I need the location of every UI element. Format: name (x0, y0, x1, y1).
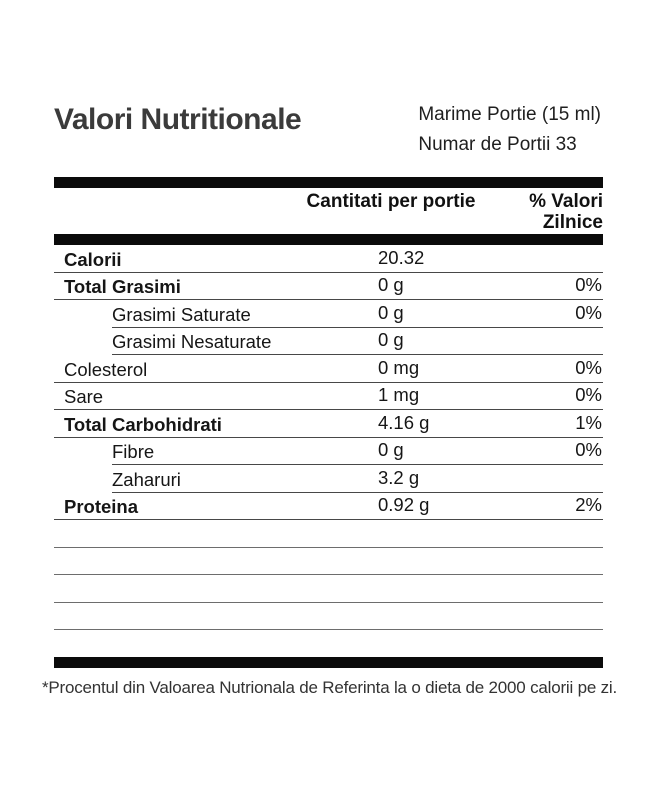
empty-row (54, 520, 603, 548)
nutrient-amount: 0 g (378, 439, 404, 460)
table-row: Zaharuri 3.2 g (112, 465, 603, 493)
nutrient-amount: 0 g (378, 301, 404, 323)
table-row: Calorii 20.32 (54, 245, 603, 273)
nutrient-rows: Calorii 20.32 Total Grasimi 0 g 0% Grasi… (54, 245, 603, 520)
nutrient-daily-value (518, 489, 603, 492)
table-row: Colesterol 0 mg 0% (54, 355, 603, 383)
nutrient-daily-value: 0% (575, 384, 602, 405)
table-row: Fibre 0 g 0% (112, 438, 603, 465)
nutrient-daily-value: 0% (575, 301, 602, 323)
table-row: Sare 1 mg 0% (54, 383, 603, 410)
table-row: Grasimi Saturate 0 g 0% (112, 300, 603, 328)
empty-row (54, 548, 603, 575)
table-row: Total Grasimi 0 g 0% (54, 273, 603, 300)
nutrient-label: Proteina (64, 496, 139, 517)
nutrient-label: Total Carbohidrati (64, 413, 222, 435)
serving-size: Marime Portie (15 ml) (418, 104, 601, 125)
empty-row (54, 575, 603, 603)
daily-value-footnote: *Procentul din Valoarea Nutrionala de Re… (41, 678, 618, 697)
nutrient-label: Sare (64, 386, 104, 407)
column-header-daily-value: % Valori Zilnice (529, 191, 603, 233)
nutrient-amount: 0 g (378, 274, 404, 295)
thick-bar-middle (54, 234, 603, 245)
nutrient-amount: 4.16 g (378, 411, 430, 433)
nutrient-daily-value: 2% (575, 494, 602, 515)
table-row: Grasimi Nesaturate 0 g (112, 328, 603, 355)
empty-row (54, 603, 603, 630)
serving-info: Marime Portie (15 ml) Numar de Portii 33 (418, 100, 603, 177)
nutrient-daily-value: 0% (575, 356, 602, 378)
nutrient-label: Total Grasimi (64, 276, 181, 297)
thick-bar-top (54, 177, 603, 188)
nutrient-amount: 3.2 g (378, 466, 420, 488)
nutrient-amount: 20.32 (378, 246, 425, 268)
column-headers: Cantitati per portie % Valori Zilnice (54, 188, 603, 234)
nutrient-daily-value: 0% (575, 274, 602, 295)
nutrient-label: Grasimi Saturate (112, 303, 251, 325)
nutrient-daily-value: 0% (575, 439, 602, 460)
label-header: Valori Nutritionale Marime Portie (15 ml… (54, 94, 603, 177)
nutrient-label: Colesterol (64, 358, 148, 380)
nutrient-amount: 0 g (378, 329, 404, 350)
nutrient-label: Zaharuri (112, 468, 181, 490)
nutrient-amount: 0 mg (378, 356, 420, 378)
label-title: Valori Nutritionale (54, 103, 302, 136)
table-row: Total Carbohidrati 4.16 g 1% (54, 410, 603, 438)
nutrient-daily-value (518, 269, 603, 272)
nutrient-daily-value (518, 351, 603, 354)
servings-per-container: Numar de Portii 33 (418, 134, 577, 155)
nutrition-label: Valori Nutritionale Marime Portie (15 ml… (42, 94, 617, 698)
nutrient-label: Fibre (112, 441, 155, 462)
table-row: Proteina 0.92 g 2% (54, 493, 603, 520)
nutrient-daily-value: 1% (575, 411, 602, 433)
nutrient-label: Grasimi Nesaturate (112, 331, 272, 352)
column-header-amount: Cantitati per portie (306, 191, 476, 212)
nutrient-amount: 1 mg (378, 384, 420, 405)
empty-rows (54, 520, 603, 630)
nutrient-label: Calorii (64, 248, 122, 270)
nutrient-amount: 0.92 g (378, 494, 430, 515)
thick-bar-bottom (54, 657, 603, 668)
